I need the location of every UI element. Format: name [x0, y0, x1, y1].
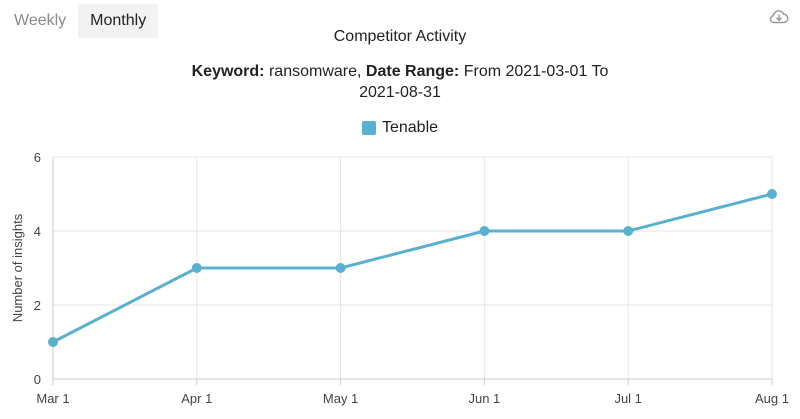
x-tick-label: Jul 1: [614, 391, 641, 406]
data-point[interactable]: [48, 337, 58, 347]
legend: Tenable: [0, 119, 800, 137]
x-tick-label: Aug 1: [755, 391, 789, 406]
legend-label[interactable]: Tenable: [381, 119, 439, 136]
chart-title: Competitor Activity: [333, 28, 467, 45]
keyword-value: ransomware,: [268, 63, 362, 80]
period-tabs: Weekly Monthly: [0, 4, 159, 38]
y-tick-label: 2: [34, 298, 41, 313]
x-tick-label: Mar 1: [36, 391, 69, 406]
data-point[interactable]: [479, 226, 490, 236]
tab-monthly[interactable]: Monthly: [78, 4, 159, 38]
chart-subtitle: Keyword: ransomware, Date Range: From 20…: [0, 61, 800, 103]
date-range-end: 2021-08-31: [359, 84, 441, 101]
y-tick-label: 6: [34, 150, 41, 165]
y-axis-title: Number of insights: [10, 213, 25, 322]
y-tick-label: 4: [34, 224, 41, 239]
cloud-download-icon[interactable]: [768, 6, 790, 28]
data-point[interactable]: [191, 263, 202, 273]
data-point[interactable]: [623, 226, 634, 236]
data-point[interactable]: [335, 263, 346, 273]
data-point[interactable]: [767, 189, 777, 199]
date-range-label: Date Range:: [365, 63, 460, 80]
x-tick-label: Jun 1: [468, 391, 500, 406]
x-tick-label: May 1: [323, 391, 358, 406]
date-range-value: From 2021-03-01 To: [463, 63, 609, 80]
x-tick-label: Apr 1: [181, 391, 212, 406]
keyword-label: Keyword:: [191, 63, 265, 80]
series-line: [52, 192, 773, 344]
legend-swatch[interactable]: [361, 121, 376, 135]
y-tick-label: 0: [34, 372, 41, 387]
tab-weekly[interactable]: Weekly: [14, 12, 67, 29]
